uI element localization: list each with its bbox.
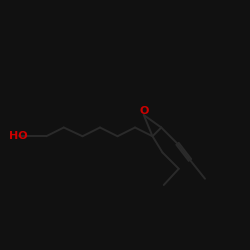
Text: O: O [139, 106, 148, 116]
Text: HO: HO [10, 131, 28, 141]
